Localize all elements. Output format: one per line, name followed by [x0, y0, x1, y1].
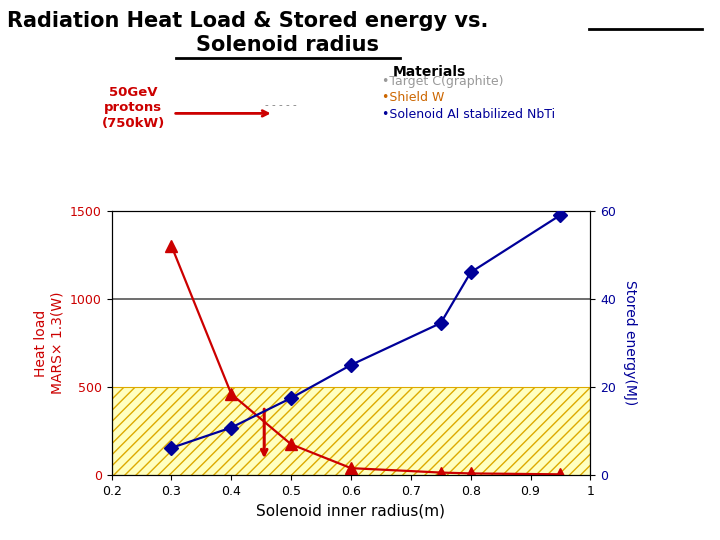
Y-axis label: Stored energy(MJ): Stored energy(MJ): [623, 280, 636, 406]
Y-axis label: Heat load
MARS× 1.3(W): Heat load MARS× 1.3(W): [35, 292, 65, 394]
Text: - - - - -: - - - - -: [265, 100, 297, 110]
Text: Radiation Heat Load & Stored energy vs.: Radiation Heat Load & Stored energy vs.: [7, 11, 489, 31]
Text: 50GeV
protons
(750kW): 50GeV protons (750kW): [102, 86, 165, 130]
Text: •Solenoid Al stabilized NbTi: •Solenoid Al stabilized NbTi: [382, 108, 554, 121]
Text: Materials: Materials: [392, 65, 466, 79]
Text: •Target C(graphite): •Target C(graphite): [382, 75, 503, 87]
Bar: [112, 387, 590, 475]
X-axis label: Solenoid inner radius(m): Solenoid inner radius(m): [256, 503, 446, 518]
Text: Solenoid radius: Solenoid radius: [197, 35, 379, 55]
Text: •Shield W: •Shield W: [382, 91, 444, 104]
